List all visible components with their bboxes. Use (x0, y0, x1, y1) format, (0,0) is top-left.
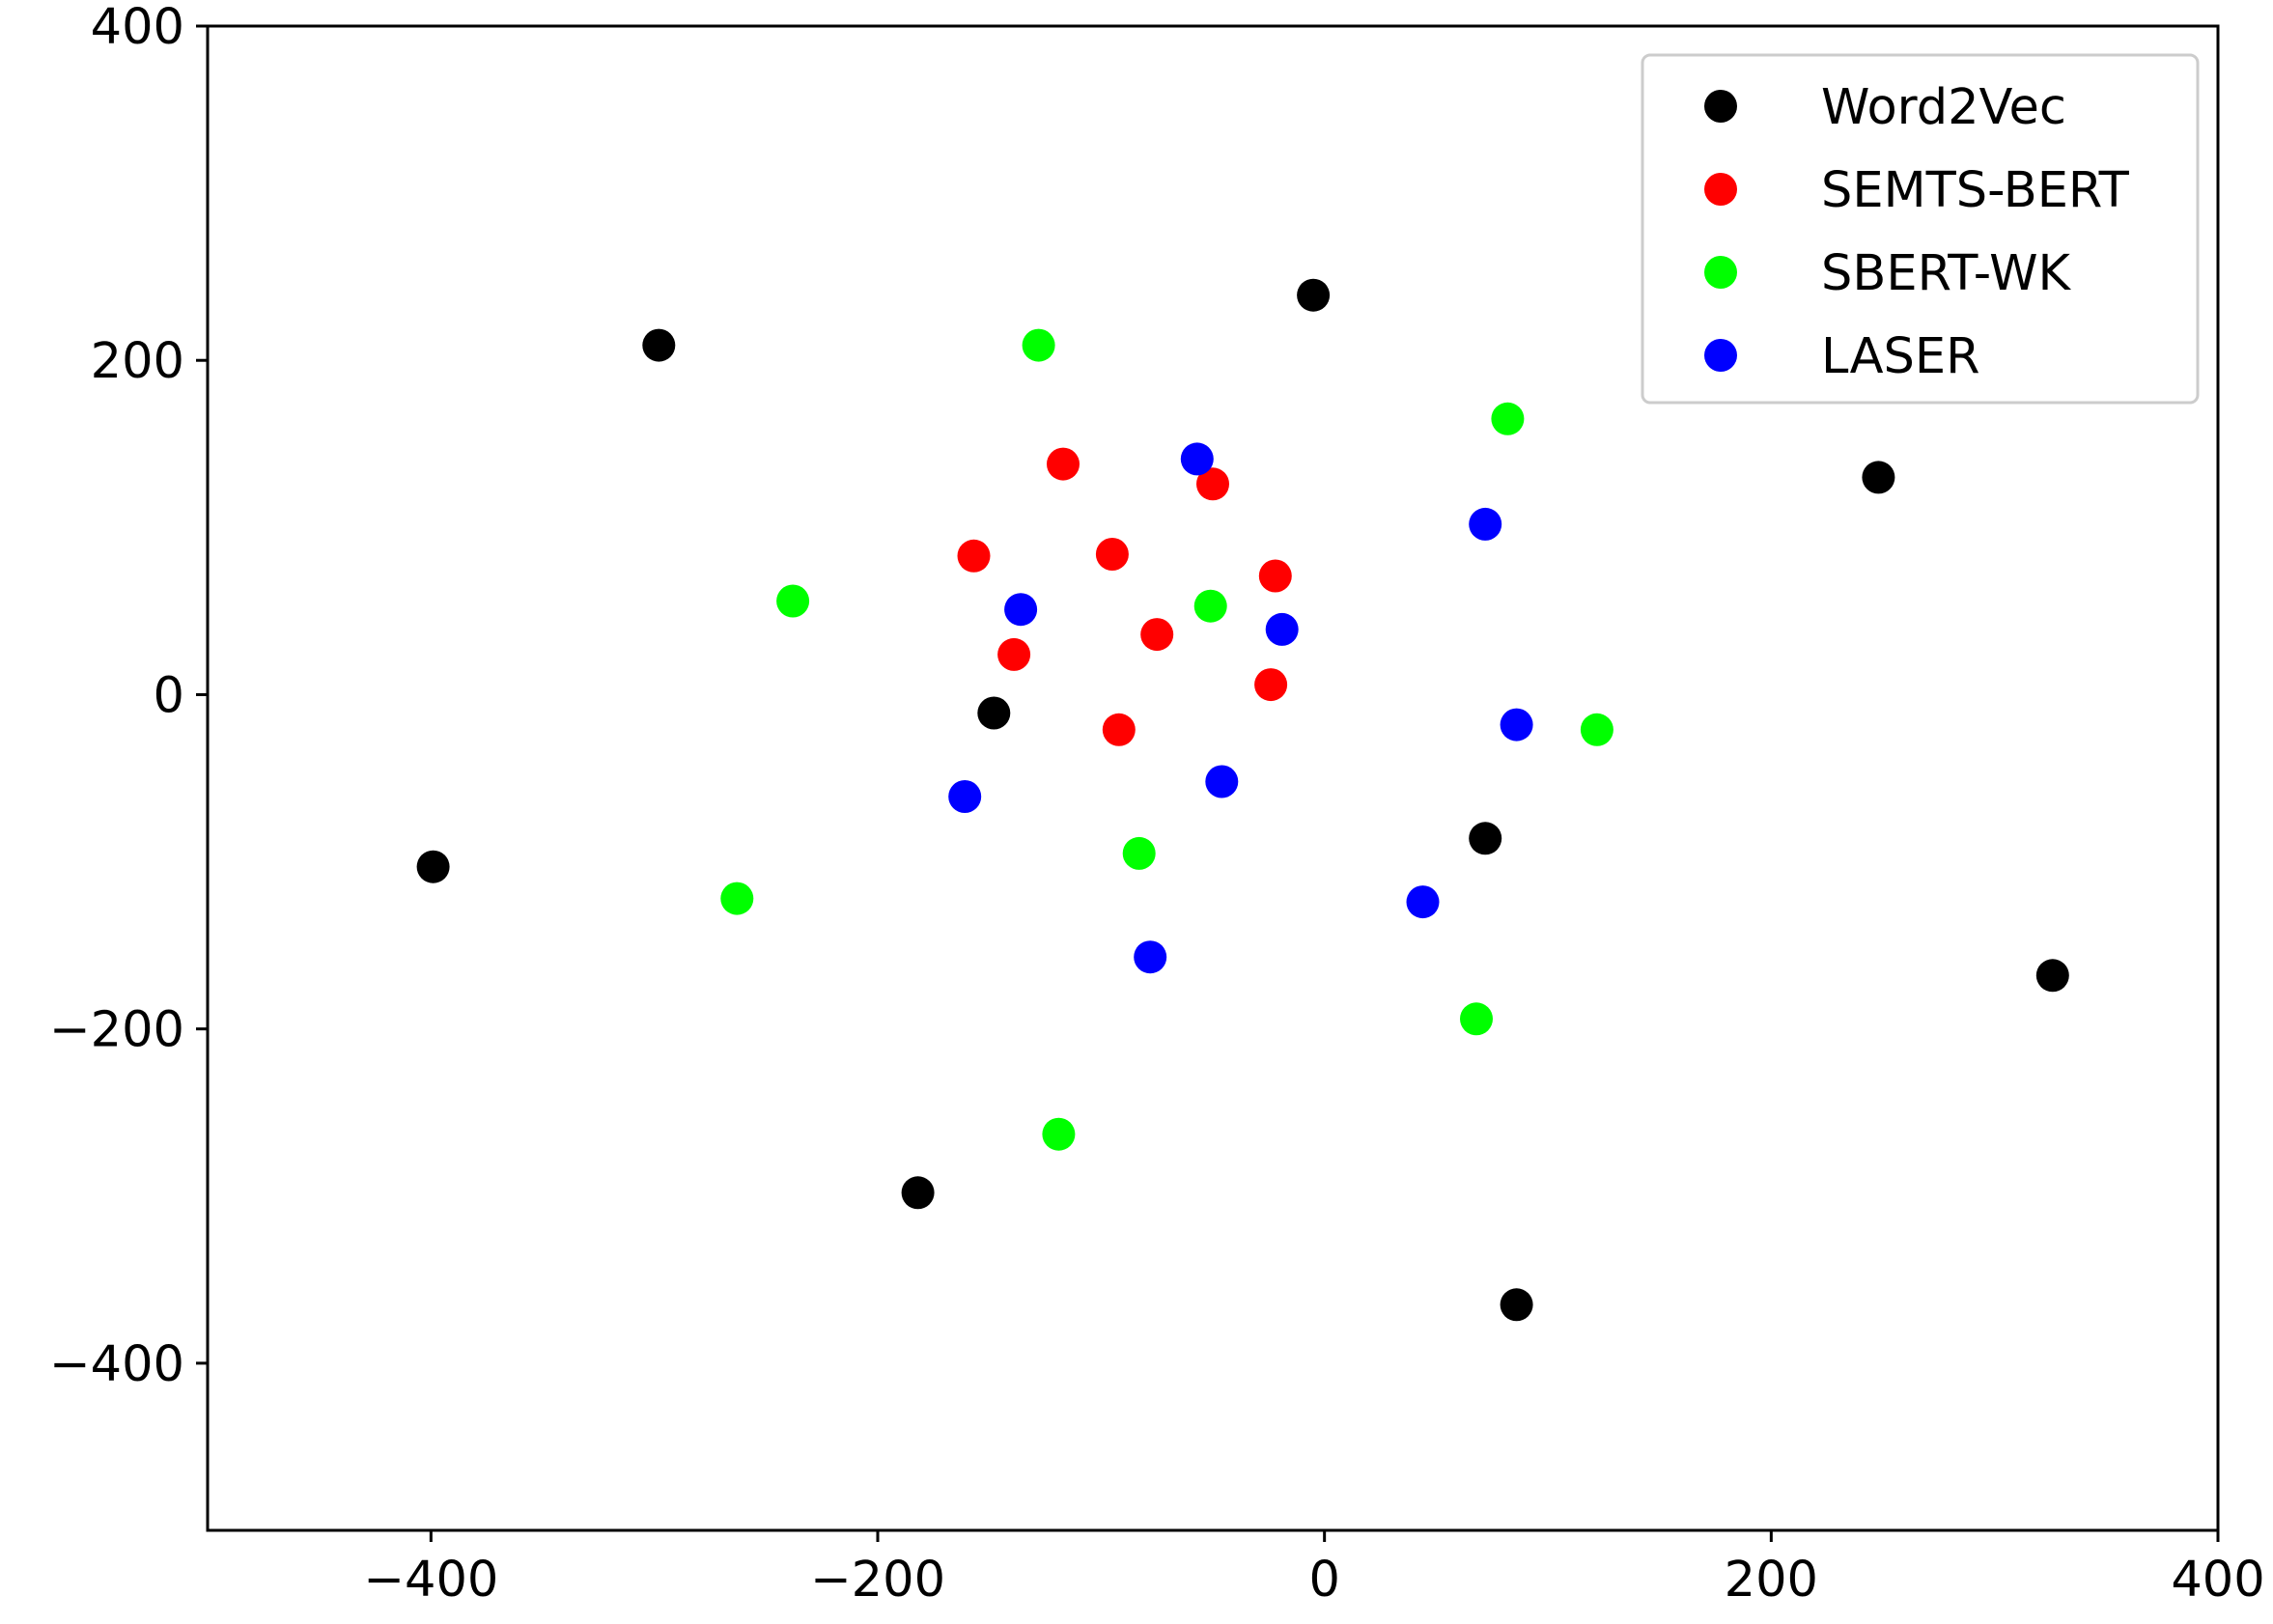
point-word2vec-4 (416, 850, 450, 883)
y-tick-label: 400 (91, 0, 184, 56)
y-tick-label: 0 (154, 667, 184, 724)
point-laser-6 (1205, 765, 1239, 798)
legend: Word2Vec SEMTS-BERT SBERT-WK LASER (1641, 53, 2200, 405)
point-word2vec-3 (977, 696, 1011, 730)
legend-box (1641, 53, 2200, 405)
legend-label: SEMTS-BERT (1821, 162, 2130, 219)
point-sbert-wk-0 (1022, 328, 1055, 362)
point-sbert-wk-4 (1580, 713, 1614, 746)
point-sbert-wk-6 (1122, 836, 1156, 870)
point-sbert-wk-3 (1193, 589, 1227, 623)
point-laser-2 (1004, 593, 1038, 627)
point-semts-bert-0 (1047, 447, 1080, 481)
point-laser-8 (1134, 940, 1167, 974)
point-laser-7 (1406, 885, 1440, 919)
legend-label: LASER (1821, 328, 1980, 385)
legend-label: Word2Vec (1821, 79, 2066, 136)
point-semts-bert-6 (997, 637, 1031, 671)
legend-marker (1704, 256, 1737, 289)
plot-area-frame (206, 24, 2220, 1532)
point-semts-bert-7 (1254, 668, 1288, 702)
axis-ticks: −400 −200 0 200 400 −400 −200 0 200 400 (49, 0, 2265, 1609)
point-semts-bert-8 (1102, 713, 1136, 746)
point-word2vec-2 (1862, 461, 1895, 494)
point-sbert-wk-1 (1491, 402, 1525, 435)
point-semts-bert-4 (1258, 559, 1292, 593)
point-semts-bert-5 (1140, 618, 1174, 652)
y-tick-label: −200 (49, 1002, 184, 1059)
legend-marker (1704, 90, 1737, 123)
point-sbert-wk-5 (720, 882, 754, 915)
legend-marker (1704, 339, 1737, 372)
x-tick-label: 400 (2171, 1552, 2264, 1609)
point-sbert-wk-2 (776, 584, 810, 618)
point-sbert-wk-7 (1460, 1002, 1493, 1036)
point-laser-4 (1500, 708, 1533, 742)
point-word2vec-0 (642, 328, 676, 362)
x-tick-label: 200 (1725, 1552, 1818, 1609)
point-word2vec-6 (2035, 959, 2069, 993)
point-word2vec-1 (1297, 278, 1331, 312)
y-tick-label: −400 (49, 1336, 184, 1393)
x-tick-label: 0 (1308, 1552, 1339, 1609)
x-tick-label: −400 (363, 1552, 498, 1609)
point-semts-bert-3 (1095, 538, 1129, 571)
point-semts-bert-1 (1196, 467, 1229, 501)
point-word2vec-5 (1469, 822, 1502, 855)
legend-label: SBERT-WK (1821, 245, 2072, 302)
point-laser-0 (1180, 442, 1214, 476)
legend-marker (1704, 173, 1737, 206)
data-points (416, 278, 2069, 1322)
point-word2vec-7 (901, 1176, 935, 1210)
point-word2vec-8 (1500, 1288, 1533, 1322)
point-laser-1 (1469, 507, 1502, 541)
point-laser-5 (948, 780, 982, 813)
point-laser-3 (1265, 612, 1299, 646)
x-tick-label: −200 (810, 1552, 945, 1609)
point-sbert-wk-8 (1042, 1117, 1076, 1151)
y-tick-label: 200 (91, 333, 184, 390)
point-semts-bert-2 (957, 539, 991, 573)
